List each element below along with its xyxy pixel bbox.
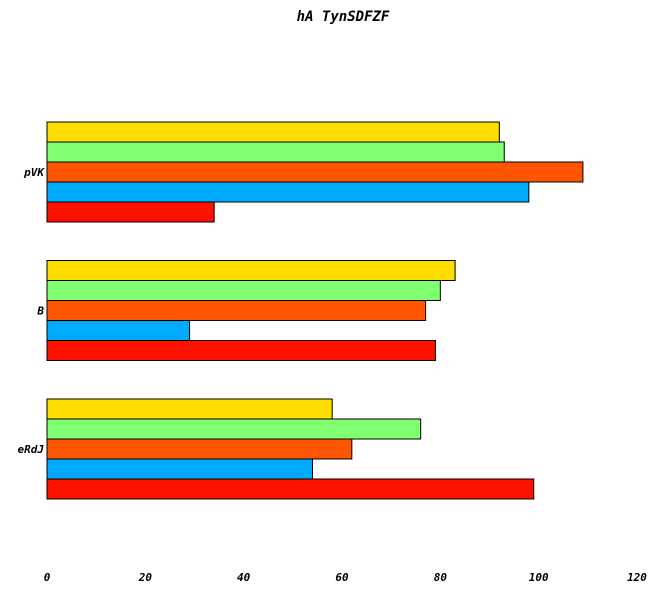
x-tick-100: 100: [529, 571, 549, 584]
bar-eRdJ-2: [46, 438, 353, 460]
category-label-B: B: [36, 305, 44, 318]
bar-pVK-1: [46, 181, 530, 203]
x-tick-80: 80: [434, 571, 448, 584]
bar-B-2: [46, 300, 427, 321]
bar-eRdJ-3: [46, 418, 422, 440]
bar-pVK-3: [46, 141, 505, 163]
bar-B-3: [46, 280, 441, 301]
x-tick-0: 0: [44, 571, 51, 584]
category-label-pVK: pVK: [23, 166, 45, 179]
bar-pVK-2: [46, 161, 584, 183]
x-axis-ticks: 0 20 40 60 80 100 120: [44, 571, 648, 584]
bar-eRdJ-4: [46, 398, 333, 420]
x-tick-40: 40: [237, 571, 251, 584]
bar-eRdJ-0: [46, 478, 535, 500]
bar-pVK-0: [46, 201, 215, 223]
bar-B-1: [46, 320, 191, 341]
x-tick-20: 20: [138, 571, 153, 584]
bar-eRdJ-1: [46, 458, 313, 480]
x-tick-60: 60: [335, 571, 349, 584]
x-tick-120: 120: [627, 571, 647, 584]
bars-group: [46, 121, 584, 500]
chart-title: hA TynSDFZF: [297, 9, 390, 25]
bar-B-4: [46, 260, 456, 281]
bar-B-0: [46, 340, 436, 361]
category-label-eRdJ: eRdJ: [18, 443, 45, 456]
bar-pVK-4: [46, 121, 500, 143]
